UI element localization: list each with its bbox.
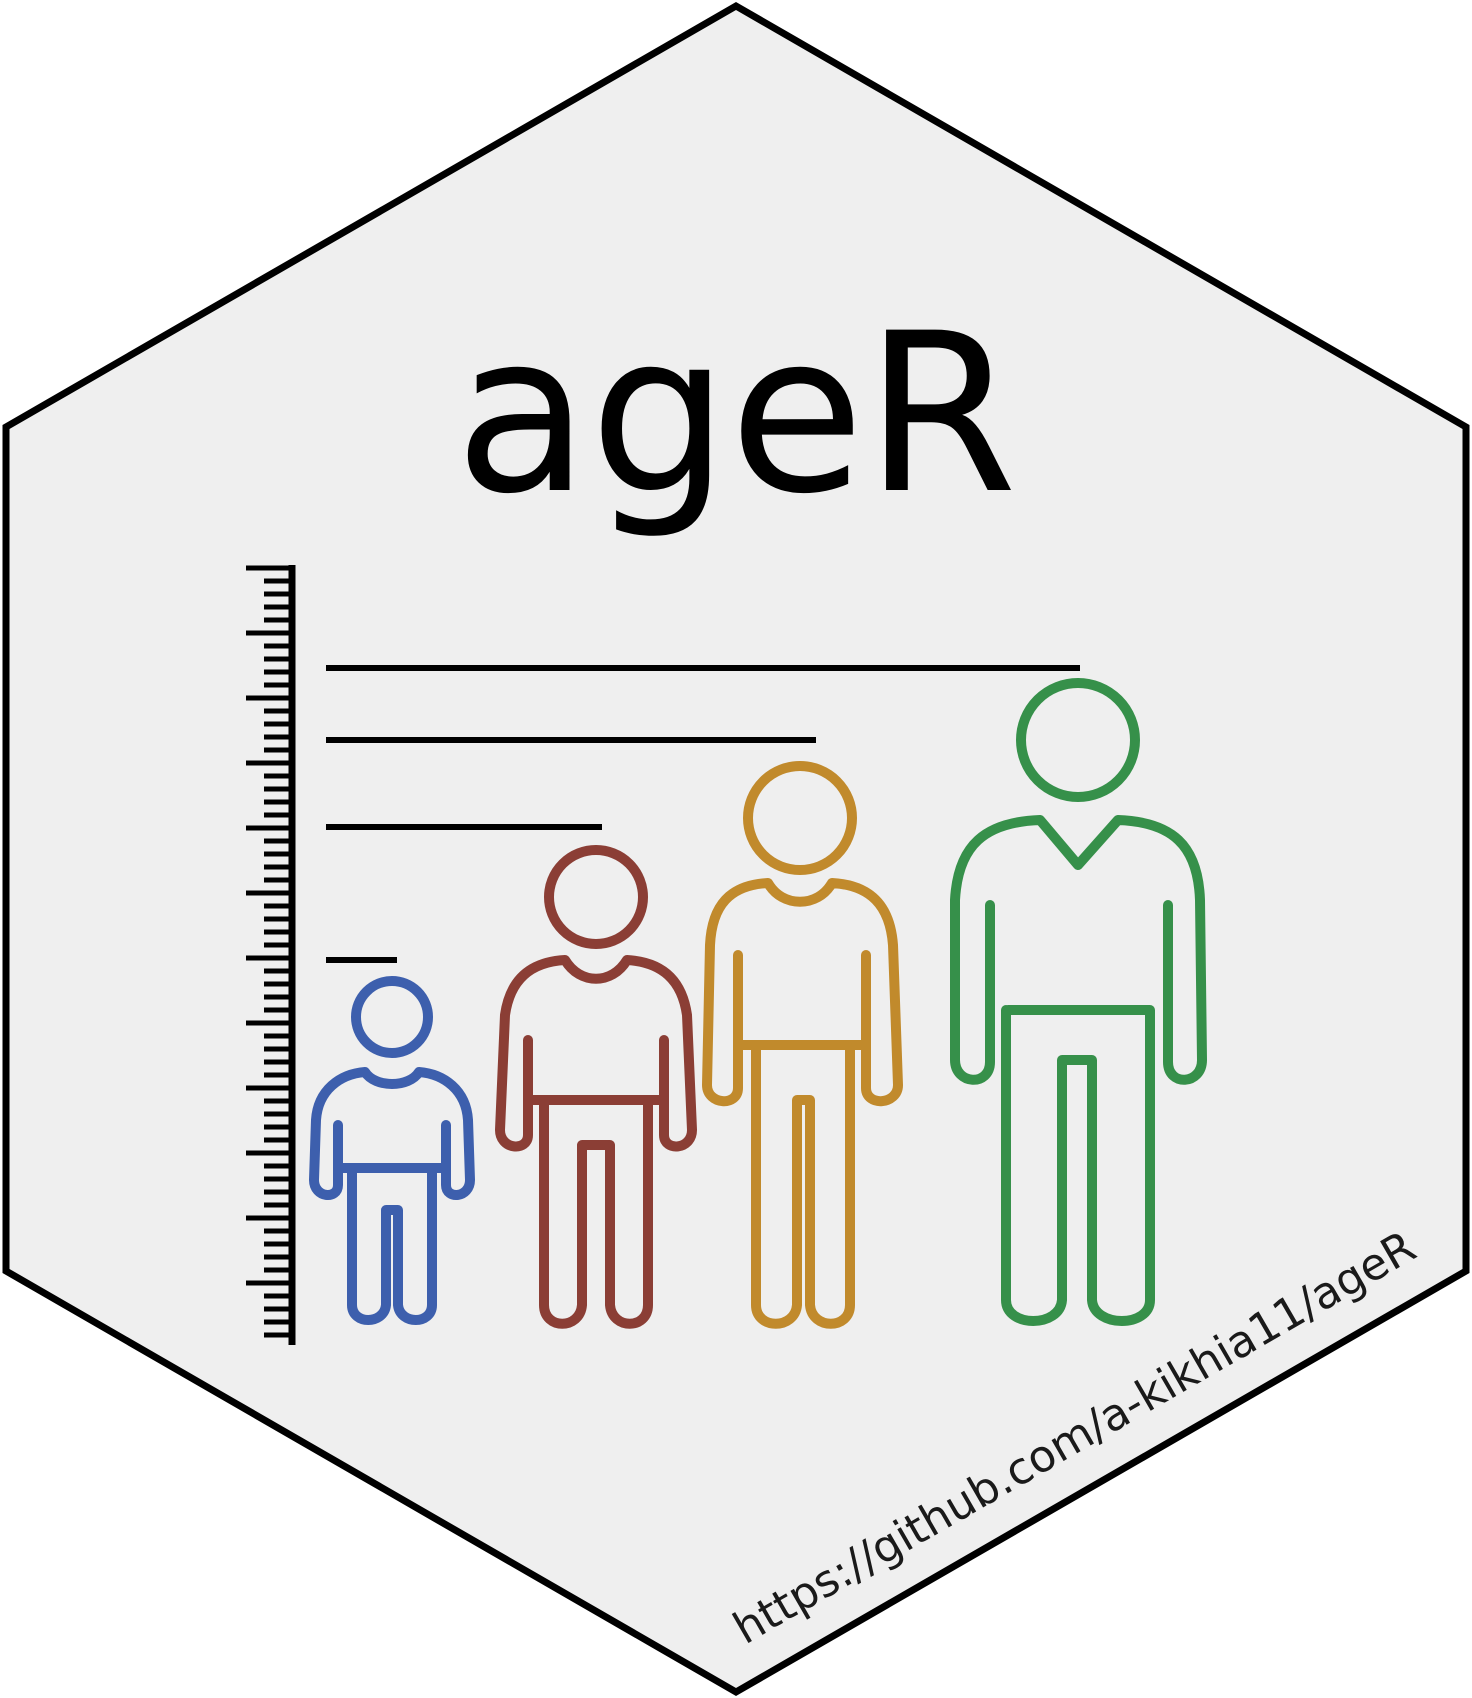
person-icon-adult xyxy=(950,678,1207,1326)
ruler-icon xyxy=(246,565,296,1345)
person-icon-teenager xyxy=(702,761,903,1329)
package-title: ageR xyxy=(455,286,1018,542)
person-icon-small-child xyxy=(309,976,475,1325)
height-lines xyxy=(326,665,1080,963)
person-icon-older-child xyxy=(495,845,697,1329)
